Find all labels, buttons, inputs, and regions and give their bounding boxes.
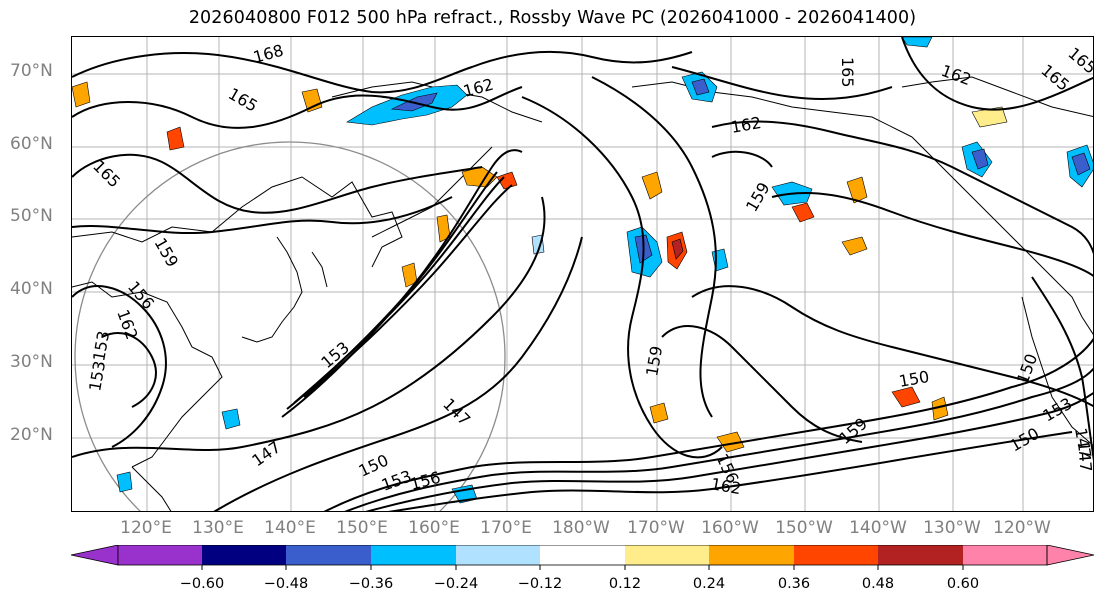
contour-label: 150 xyxy=(1013,351,1041,386)
colorbar-segment xyxy=(286,545,371,565)
lat-label-60n: 60°N xyxy=(10,134,53,154)
contour-lines xyxy=(72,37,1093,511)
contour-label: 150 xyxy=(1007,424,1043,456)
lon-label-150w: 150°W xyxy=(775,518,833,538)
colorbar-tick-label: −0.48 xyxy=(263,576,309,592)
lon-label-170w: 170°W xyxy=(627,518,685,538)
lat-label-70n: 70°N xyxy=(10,61,53,81)
plot-title: 2026040800 F012 500 hPa refract., Rossby… xyxy=(188,8,917,28)
colorbar-segment xyxy=(118,545,202,565)
colorbar xyxy=(70,545,1095,570)
colorbar-segment xyxy=(625,545,709,565)
colorbar-segment xyxy=(794,545,878,565)
lon-label-120w: 120°W xyxy=(993,518,1051,538)
colorbar-segment xyxy=(963,545,1047,565)
colorbar-segment xyxy=(540,545,625,565)
contour-label: 162 xyxy=(461,75,495,101)
lon-label-160e: 160°E xyxy=(408,518,460,538)
region-circle xyxy=(74,141,506,511)
coastlines xyxy=(72,76,1093,511)
contour-label: 162 xyxy=(709,474,742,498)
shaded-anomalies xyxy=(72,37,1093,504)
lon-label-140e: 140°E xyxy=(264,518,316,538)
contour-label: 162 xyxy=(939,61,974,89)
contour-label: 159 xyxy=(151,235,183,271)
colorbar-ticks xyxy=(201,565,964,570)
colorbar-tick-label: 0.60 xyxy=(946,576,980,592)
colorbar-tick-label: 0.24 xyxy=(692,576,726,592)
map-canvas: 168 165 162 165 162 162 165 159 156 153 … xyxy=(72,37,1094,511)
colorbar-segment xyxy=(202,545,286,565)
colorbar-tick-label: −0.60 xyxy=(179,576,225,592)
contour-label: 162 xyxy=(729,113,762,137)
lat-label-40n: 40°N xyxy=(10,279,53,299)
lat-label-30n: 30°N xyxy=(10,352,53,372)
contour-label: 159 xyxy=(742,179,774,215)
contour-label: 153 xyxy=(85,359,109,392)
contour-label: 147 xyxy=(1071,426,1094,459)
contour-label: 156 xyxy=(408,468,442,494)
contour-label: 165 xyxy=(838,57,857,88)
contour-label: 165 xyxy=(1064,44,1094,78)
lon-label-120e: 120°E xyxy=(120,518,172,538)
contour-label: 153 xyxy=(1040,394,1076,426)
lon-label-170e: 170°E xyxy=(480,518,532,538)
lon-label-150e: 150°E xyxy=(336,518,388,538)
colorbar-tick-label: 0.36 xyxy=(777,576,811,592)
contour-label: 165 xyxy=(225,84,261,116)
contour-label: 147 xyxy=(1074,441,1094,473)
lat-label-20n: 20°N xyxy=(10,425,53,445)
lon-label-140w: 140°W xyxy=(849,518,907,538)
colorbar-extend-low xyxy=(70,545,119,566)
contour-label: 159 xyxy=(642,344,666,377)
colorbar-tick-label: 0.12 xyxy=(608,576,642,592)
contour-label: 147 xyxy=(439,394,474,429)
contour-label: 153 xyxy=(317,338,353,372)
lon-label-180w: 180°W xyxy=(552,518,610,538)
colorbar-tick-label: 0.48 xyxy=(861,576,895,592)
colorbar-segment xyxy=(878,545,963,565)
contour-label-group: 168 165 162 165 162 162 165 159 156 153 … xyxy=(85,41,1094,499)
contour-label: 159 xyxy=(835,414,871,448)
colorbar-tick-label: −0.12 xyxy=(517,576,563,592)
map-panel: 168 165 162 165 162 162 165 159 156 153 … xyxy=(71,36,1094,512)
colorbar-segment xyxy=(456,545,540,565)
lon-label-130e: 130°E xyxy=(192,518,244,538)
gridlines xyxy=(72,37,1093,511)
lon-label-130w: 130°W xyxy=(923,518,981,538)
contour-label: 153 xyxy=(89,329,113,362)
contour-label: 147 xyxy=(248,437,284,470)
lon-label-160w: 160°W xyxy=(701,518,759,538)
colorbar-segment xyxy=(709,545,794,565)
colorbar-tick-label: −0.36 xyxy=(348,576,394,592)
contour-label: 150 xyxy=(897,367,930,391)
colorbar-extend-high xyxy=(1046,545,1095,566)
contour-label: 168 xyxy=(251,41,285,67)
contour-label: 162 xyxy=(113,307,141,342)
colorbar-segment xyxy=(371,545,456,565)
lat-label-50n: 50°N xyxy=(10,206,53,226)
colorbar-tick-label: −0.24 xyxy=(433,576,479,592)
colorbar-outline xyxy=(117,545,1048,566)
